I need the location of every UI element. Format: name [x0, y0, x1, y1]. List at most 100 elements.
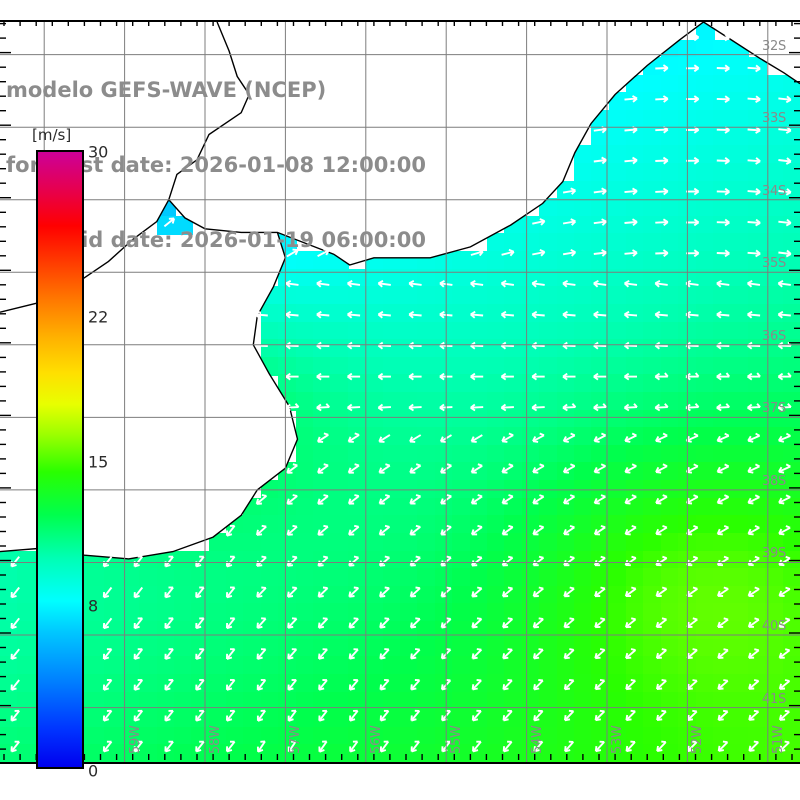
raster-cell: [696, 286, 715, 305]
raster-cell: [365, 357, 384, 376]
raster-cell: [435, 603, 454, 622]
raster-cell: [330, 586, 349, 605]
raster-cell: [539, 374, 558, 393]
raster-cell: [748, 322, 767, 341]
raster-cell: [487, 603, 506, 622]
raster-cell: [400, 603, 419, 622]
raster-cell: [730, 233, 749, 252]
raster-cell: [713, 568, 732, 587]
raster-cell: [417, 410, 436, 429]
raster-cell: [330, 286, 349, 305]
colorbar-tick-label: 22: [88, 307, 109, 327]
raster-cell: [452, 462, 471, 481]
raster-cell: [713, 445, 732, 464]
raster-cell: [713, 603, 732, 622]
raster-cell: [330, 568, 349, 587]
raster-cell: [539, 674, 558, 693]
raster-cell: [696, 533, 715, 552]
raster-cell: [713, 233, 732, 252]
raster-cell: [643, 322, 662, 341]
raster-cell: [626, 445, 645, 464]
raster-cell: [539, 251, 558, 270]
raster-cell: [365, 392, 384, 411]
raster-cell: [765, 603, 784, 622]
raster-cell: [383, 603, 402, 622]
raster-cell: [383, 357, 402, 376]
raster-cell: [504, 744, 523, 762]
raster-cell: [730, 674, 749, 693]
raster-cell: [591, 445, 610, 464]
raster-cell: [730, 181, 749, 200]
raster-cell: [661, 286, 680, 305]
raster-cell: [730, 251, 749, 270]
raster-cell: [452, 515, 471, 534]
raster-cell: [139, 568, 158, 587]
raster-cell: [609, 586, 628, 605]
latitude-label: 36S: [762, 328, 786, 344]
raster-cell: [574, 339, 593, 358]
raster-cell: [574, 551, 593, 570]
raster-cell: [591, 515, 610, 534]
raster-cell: [330, 410, 349, 429]
raster-cell: [504, 656, 523, 675]
raster-cell: [348, 357, 367, 376]
raster-cell: [713, 410, 732, 429]
raster-cell: [452, 445, 471, 464]
raster-cell: [696, 551, 715, 570]
raster-cell: [452, 269, 471, 288]
raster-cell: [278, 304, 297, 323]
raster-cell: [487, 515, 506, 534]
raster-cell: [539, 233, 558, 252]
raster-cell: [330, 533, 349, 552]
colorbar-unit-label: [m/s]: [32, 126, 72, 144]
raster-cell: [243, 744, 262, 762]
raster-cell: [696, 498, 715, 517]
raster-cell: [330, 339, 349, 358]
raster-cell: [435, 286, 454, 305]
raster-cell: [452, 568, 471, 587]
raster-cell: [383, 304, 402, 323]
latitude-label: 41S: [762, 691, 786, 707]
raster-cell: [643, 92, 662, 111]
raster-cell: [504, 357, 523, 376]
raster-cell: [487, 357, 506, 376]
raster-cell: [417, 744, 436, 762]
raster-cell: [626, 339, 645, 358]
raster-cell: [504, 533, 523, 552]
colorbar-gradient[interactable]: [36, 150, 84, 769]
raster-cell: [470, 603, 489, 622]
raster-cell: [191, 674, 210, 693]
raster-cell: [296, 269, 315, 288]
raster-cell: [591, 410, 610, 429]
raster-cell: [730, 603, 749, 622]
raster-cell: [591, 480, 610, 499]
raster-cell: [365, 586, 384, 605]
raster-cell: [452, 533, 471, 552]
raster-cell: [643, 251, 662, 270]
raster-cell: [17, 568, 36, 587]
raster-cell: [765, 233, 784, 252]
raster-cell: [278, 462, 297, 481]
raster-cell: [17, 656, 36, 675]
latitude-label: 34S: [762, 183, 786, 199]
raster-cell: [191, 656, 210, 675]
raster-cell: [696, 568, 715, 587]
raster-cell: [765, 656, 784, 675]
raster-cell: [765, 533, 784, 552]
raster-cell: [365, 674, 384, 693]
raster-cell: [365, 462, 384, 481]
raster-cell: [243, 621, 262, 640]
raster-cell: [330, 374, 349, 393]
raster-cell: [591, 427, 610, 446]
colorbar-tick-label: 15: [88, 452, 109, 471]
raster-cell: [104, 709, 123, 728]
raster-cell: [643, 603, 662, 622]
raster-cell: [748, 163, 767, 182]
raster-cell: [365, 568, 384, 587]
raster-cell: [330, 427, 349, 446]
raster-cell: [730, 410, 749, 429]
raster-cell: [591, 233, 610, 252]
raster-cell: [104, 744, 123, 762]
raster-cell: [765, 181, 784, 200]
raster-cell: [730, 92, 749, 111]
